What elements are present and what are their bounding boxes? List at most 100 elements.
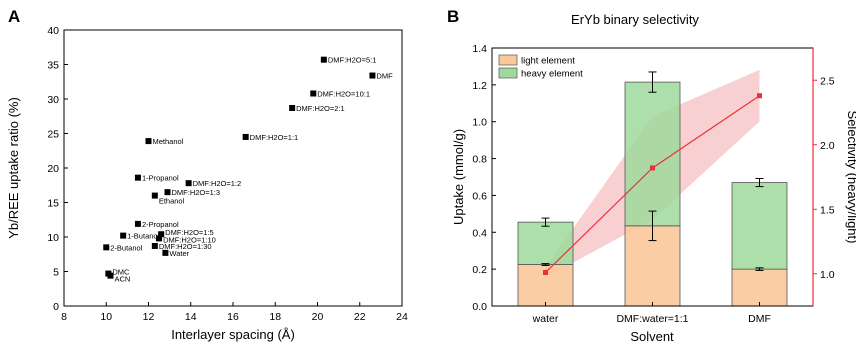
x-tick-label: DMF: [748, 313, 771, 325]
x-tick-label: 16: [227, 311, 239, 323]
scatter-point: [164, 189, 171, 196]
point-label: Methanol: [153, 137, 184, 146]
scatter-point: [320, 56, 327, 63]
y-tick-label: 1.4: [472, 43, 487, 55]
panel-b-letter: B: [447, 7, 459, 26]
scatter-point: [156, 235, 163, 242]
x-tick-label: DMF:water=1:1: [616, 313, 688, 325]
bar-heavy-element: [624, 81, 681, 227]
panel-a: A 8 10 12 14 16 18 20 22 24 0 5 10 15 20 25 30 35 40 DMF:…: [6, 7, 408, 342]
scatter-point: [134, 220, 141, 227]
bar-light-element: [731, 268, 788, 307]
panel-b: B ErYb binary selectivity 0.00.20.40.60.…: [447, 7, 856, 344]
selectivity-point: [543, 269, 548, 275]
y-tick-label: 0.4: [472, 227, 487, 239]
y-tick-label: 0.8: [472, 154, 487, 166]
y-tick-label: 0.6: [472, 190, 487, 202]
bar-heavy-element: [517, 221, 574, 265]
point-label: DMF:H2O=1:3: [172, 188, 221, 197]
y-tick-label: 20: [47, 163, 59, 175]
selectivity-point: [650, 165, 655, 171]
selectivity-line-group: [543, 93, 762, 275]
x-tick-label: 8: [61, 311, 67, 323]
scatter-point: [242, 133, 249, 140]
legend-label: heavy element: [521, 69, 583, 80]
point-label: DMF:H2O=1:2: [193, 179, 242, 188]
y-tick-label: 35: [47, 60, 59, 72]
y-tick-label: 0: [53, 301, 59, 313]
x-tick-label: 18: [269, 311, 281, 323]
point-label: DMF:H2O=10:1: [317, 89, 370, 98]
scatter-point: [145, 138, 152, 145]
point-label: DMF:H2O=1:30: [159, 242, 212, 251]
x-tick-label: 12: [143, 311, 155, 323]
scatter-point: [151, 192, 158, 199]
legend: light element heavy element: [498, 54, 583, 80]
scatter-points: DMF:H2O=5:1 DMF DMF:H2O=10:1 DMF:H2O=2:1 DMF…: [103, 56, 393, 284]
chart-title-b: ErYb binary selectivity: [571, 12, 699, 27]
y-tick-label: 40: [47, 25, 59, 37]
point-label: Water: [169, 249, 189, 258]
axis-ticks-a: 8 10 12 14 16 18 20 22 24 0 5 10 15 20 25 30 35 40: [47, 25, 408, 323]
scatter-point: [158, 231, 165, 238]
x-tick-label: water: [532, 313, 559, 325]
selectivity-point: [757, 93, 762, 99]
scatter-point: [310, 90, 317, 97]
y-tick-label: 0.0: [472, 301, 487, 313]
point-label: 2-Propanol: [142, 220, 179, 229]
point-label: 1-Propanol: [142, 174, 179, 183]
legend-swatch: [498, 54, 518, 66]
x-tick-label: 20: [312, 311, 324, 323]
scatter-point: [369, 72, 376, 79]
y2-tick-label: 2.5: [820, 75, 835, 87]
point-label: DMF:H2O=2:1: [296, 104, 345, 113]
point-label: DMF: [376, 72, 393, 81]
y-tick-label: 0.2: [472, 264, 487, 276]
y-tick-label: 1.2: [472, 80, 487, 92]
y-tick-label: 1.0: [472, 117, 487, 129]
x-tick-label: 22: [354, 311, 366, 323]
y2-axis-title-b: Selectivity (heavy/light): [845, 111, 856, 244]
y-axis-title-b: Uptake (mmol/g): [451, 129, 466, 225]
scatter-point: [107, 272, 114, 279]
scatter-point: [103, 244, 110, 251]
x-axis-title-b: Solvent: [630, 329, 674, 344]
point-label: DMF:H2O=1:1: [250, 133, 299, 142]
point-label: Ethanol: [159, 197, 185, 206]
x-axis-title-a: Interlayer spacing (Å): [171, 327, 295, 342]
bar-light-element: [624, 225, 681, 307]
bar-group: [517, 71, 788, 307]
scatter-point: [151, 242, 158, 249]
y-tick-label: 30: [47, 94, 59, 106]
point-label: DMF:H2O=1:5: [165, 228, 214, 237]
point-label: DMF:H2O=1:10: [163, 235, 216, 244]
y2-tick-label: 1.5: [820, 204, 835, 216]
y-tick-label: 25: [47, 129, 59, 141]
point-label: 2-Butanol: [110, 243, 142, 252]
y-tick-label: 15: [47, 198, 59, 210]
x-tick-label: 14: [185, 311, 197, 323]
legend-label: light element: [521, 56, 575, 67]
plot-frame-a: [63, 29, 403, 307]
legend-swatch: [498, 67, 518, 79]
scatter-point: [162, 249, 169, 256]
scatter-point: [120, 232, 127, 239]
point-label: ACN: [114, 275, 130, 284]
scatter-point: [134, 174, 141, 181]
y-axis-title-a: Yb/REE uptake ratio (%): [6, 97, 21, 239]
panel-a-letter: A: [8, 7, 20, 26]
scatter-point: [289, 104, 296, 111]
point-label: 1-Butanol: [127, 232, 159, 241]
scatter-point: [185, 180, 192, 187]
y-tick-label: 10: [47, 232, 59, 244]
y-tick-label: 5: [53, 267, 59, 279]
x-tick-label: 10: [100, 311, 112, 323]
x-tick-label: 24: [396, 311, 408, 323]
bar-heavy-element: [731, 182, 788, 270]
axis-ticks-b: 0.0 0.2 0.4 0.6 0.8 1.0 1.2 1.4 1.0 1.5 2.0 2.5 wate…: [472, 43, 834, 325]
y2-tick-label: 2.0: [820, 140, 835, 152]
point-label: DMF:H2O=5:1: [328, 56, 377, 65]
y2-tick-label: 1.0: [820, 269, 835, 281]
point-label: DMC: [112, 268, 130, 277]
